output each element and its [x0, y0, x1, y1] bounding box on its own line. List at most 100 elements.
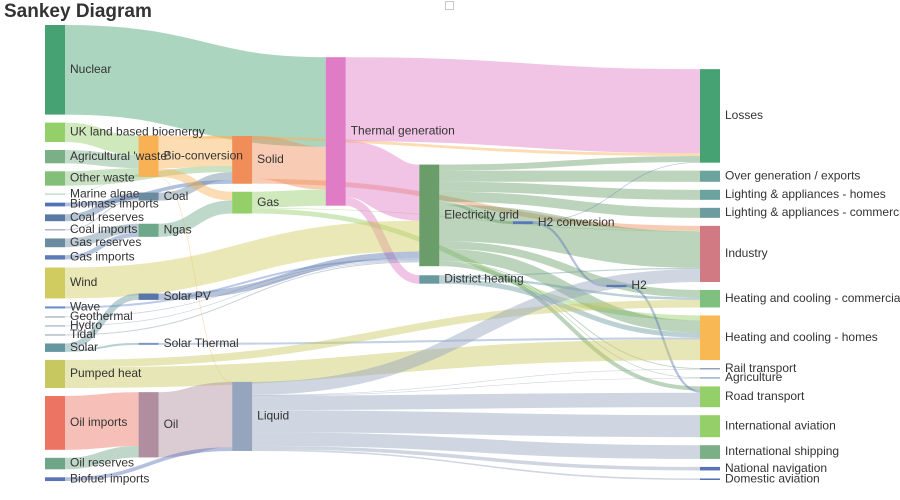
- link-gas-to-thermal_generation[interactable]: [252, 189, 326, 208]
- node-over_generation[interactable]: [700, 170, 720, 182]
- node-coal_imports[interactable]: [45, 229, 65, 231]
- node-gas_reserves[interactable]: [45, 238, 65, 248]
- node-industry[interactable]: [700, 225, 720, 282]
- node-h2[interactable]: [606, 284, 627, 288]
- link-electricity_grid-to-lighting_homes[interactable]: [439, 181, 701, 200]
- node-marine_algae[interactable]: [45, 193, 65, 195]
- link-gas-to-industry[interactable]: [252, 207, 701, 232]
- node-heating_homes[interactable]: [700, 315, 720, 361]
- link-tidal-to-electricity_grid[interactable]: [64, 261, 420, 336]
- restore-square-icon[interactable]: [445, 1, 454, 10]
- node-oil_reserves[interactable]: [45, 457, 65, 470]
- link-coal-to-solid[interactable]: [158, 171, 233, 201]
- link-solid-to-thermal_generation[interactable]: [251, 136, 327, 190]
- node-heating_commercial[interactable]: [700, 289, 720, 308]
- link-pumped_heat-to-heating_commercial[interactable]: [64, 299, 701, 368]
- node-coal_reserves[interactable]: [45, 214, 65, 222]
- node-uk_bio[interactable]: [45, 122, 65, 143]
- link-solar_pv-to-electricity_grid[interactable]: [158, 251, 420, 300]
- link-electricity_grid-to-industry[interactable]: [439, 204, 701, 268]
- node-oil[interactable]: [138, 392, 159, 458]
- node-rail_transport[interactable]: [700, 368, 720, 370]
- link-liquid-to-road_transport[interactable]: [252, 392, 701, 411]
- link-biofuel_imports-to-liquid[interactable]: [64, 447, 233, 482]
- link-bio_conversion-to-liquid[interactable]: [158, 176, 233, 383]
- node-wave[interactable]: [45, 306, 65, 309]
- node-solar_pv[interactable]: [138, 293, 159, 300]
- link-h2-to-road_transport[interactable]: [626, 284, 701, 393]
- link-marine_algae-to-bio_conversion[interactable]: [64, 176, 139, 195]
- node-international_shipping[interactable]: [700, 445, 720, 459]
- link-thermal_generation-to-losses[interactable]: [345, 57, 701, 154]
- link-hydro-to-electricity_grid[interactable]: [64, 260, 420, 327]
- node-agriculture[interactable]: [700, 377, 720, 379]
- link-pumped_heat-to-heating_homes[interactable]: [64, 339, 701, 389]
- node-domestic_aviation[interactable]: [700, 478, 720, 480]
- link-electricity_grid-to-h2_conversion[interactable]: [439, 201, 513, 225]
- node-electricity_grid[interactable]: [419, 164, 440, 267]
- link-coal_imports-to-coal[interactable]: [64, 199, 139, 231]
- link-electricity_grid-to-losses[interactable]: [439, 155, 701, 171]
- node-pumped_heat[interactable]: [45, 359, 65, 389]
- node-biofuel_imports[interactable]: [45, 477, 65, 482]
- link-uk_bio-to-bio_conversion[interactable]: [64, 122, 139, 155]
- node-nuclear[interactable]: [45, 25, 65, 115]
- link-oil_imports-to-oil[interactable]: [64, 392, 139, 450]
- node-ngas[interactable]: [138, 223, 159, 237]
- link-solar_thermal-to-heating_homes[interactable]: [158, 337, 701, 345]
- link-gas-to-heating_homes[interactable]: [252, 208, 701, 321]
- node-hydro[interactable]: [45, 325, 65, 327]
- link-liquid-to-industry[interactable]: [252, 269, 701, 395]
- node-road_transport[interactable]: [700, 386, 720, 408]
- node-geothermal[interactable]: [45, 316, 65, 318]
- link-ngas-to-gas[interactable]: [158, 200, 233, 237]
- node-coal[interactable]: [138, 192, 159, 201]
- node-bio_conversion[interactable]: [138, 135, 159, 178]
- link-wave-to-electricity_grid[interactable]: [64, 257, 420, 309]
- node-wind[interactable]: [45, 267, 65, 299]
- node-national_navigation[interactable]: [700, 466, 720, 471]
- link-geothermal-to-electricity_grid[interactable]: [64, 259, 420, 318]
- link-oil-to-liquid[interactable]: [157, 381, 233, 458]
- node-lighting_commercial[interactable]: [700, 207, 720, 218]
- node-lighting_homes[interactable]: [700, 189, 720, 200]
- link-liquid-to-domestic_aviation[interactable]: [252, 449, 701, 481]
- node-gas[interactable]: [232, 191, 253, 214]
- node-solar_thermal[interactable]: [138, 342, 159, 345]
- link-wind-to-electricity_grid[interactable]: [64, 220, 420, 299]
- node-liquid[interactable]: [232, 381, 253, 451]
- link-thermal_generation-to-electricity_grid[interactable]: [343, 141, 422, 221]
- node-biomass_imports[interactable]: [45, 202, 65, 207]
- node-solar[interactable]: [45, 343, 65, 352]
- link-nuclear-to-thermal_generation[interactable]: [64, 25, 326, 147]
- link-district_heating-to-heating_commercial[interactable]: [439, 276, 701, 300]
- node-h2_conversion[interactable]: [512, 221, 533, 225]
- link-district_heating-to-heating_homes[interactable]: [439, 278, 701, 338]
- link-electricity_grid-to-rail_transport[interactable]: [439, 260, 701, 369]
- link-liquid-to-agriculture[interactable]: [252, 377, 701, 396]
- link-solar-to-solar_pv[interactable]: [64, 293, 139, 350]
- link-liquid-to-international_aviation[interactable]: [252, 410, 701, 438]
- node-district_heating[interactable]: [419, 275, 440, 284]
- node-tidal[interactable]: [45, 334, 65, 336]
- link-electricity_grid-to-road_transport[interactable]: [439, 262, 701, 391]
- link-other_waste-to-bio_conversion[interactable]: [64, 168, 139, 180]
- link-bio_conversion-to-solid[interactable]: [158, 136, 233, 169]
- link-bio_conversion-to-gas[interactable]: [158, 168, 233, 201]
- link-liquid-to-national_navigation[interactable]: [252, 445, 701, 471]
- link-h2_conversion-to-losses[interactable]: [532, 162, 701, 222]
- link-liquid-to-international_shipping[interactable]: [252, 432, 701, 459]
- link-bio_conversion-to-losses[interactable]: [158, 135, 701, 156]
- link-thermal_generation-to-district_heating[interactable]: [345, 197, 420, 284]
- node-international_aviation[interactable]: [700, 415, 720, 438]
- node-thermal_generation[interactable]: [325, 57, 346, 206]
- link-electricity_grid-to-heating_commercial[interactable]: [439, 241, 701, 298]
- node-gas_imports[interactable]: [45, 255, 65, 260]
- link-electricity_grid-to-lighting_commercial[interactable]: [439, 191, 701, 218]
- link-gas_imports-to-ngas[interactable]: [64, 232, 139, 260]
- link-electricity_grid-to-heating_homes[interactable]: [439, 248, 701, 333]
- link-agri_waste-to-bio_conversion[interactable]: [64, 150, 139, 169]
- link-coal_reserves-to-coal[interactable]: [64, 192, 139, 222]
- node-solid[interactable]: [232, 136, 253, 184]
- link-solar-to-solar_thermal[interactable]: [64, 342, 139, 352]
